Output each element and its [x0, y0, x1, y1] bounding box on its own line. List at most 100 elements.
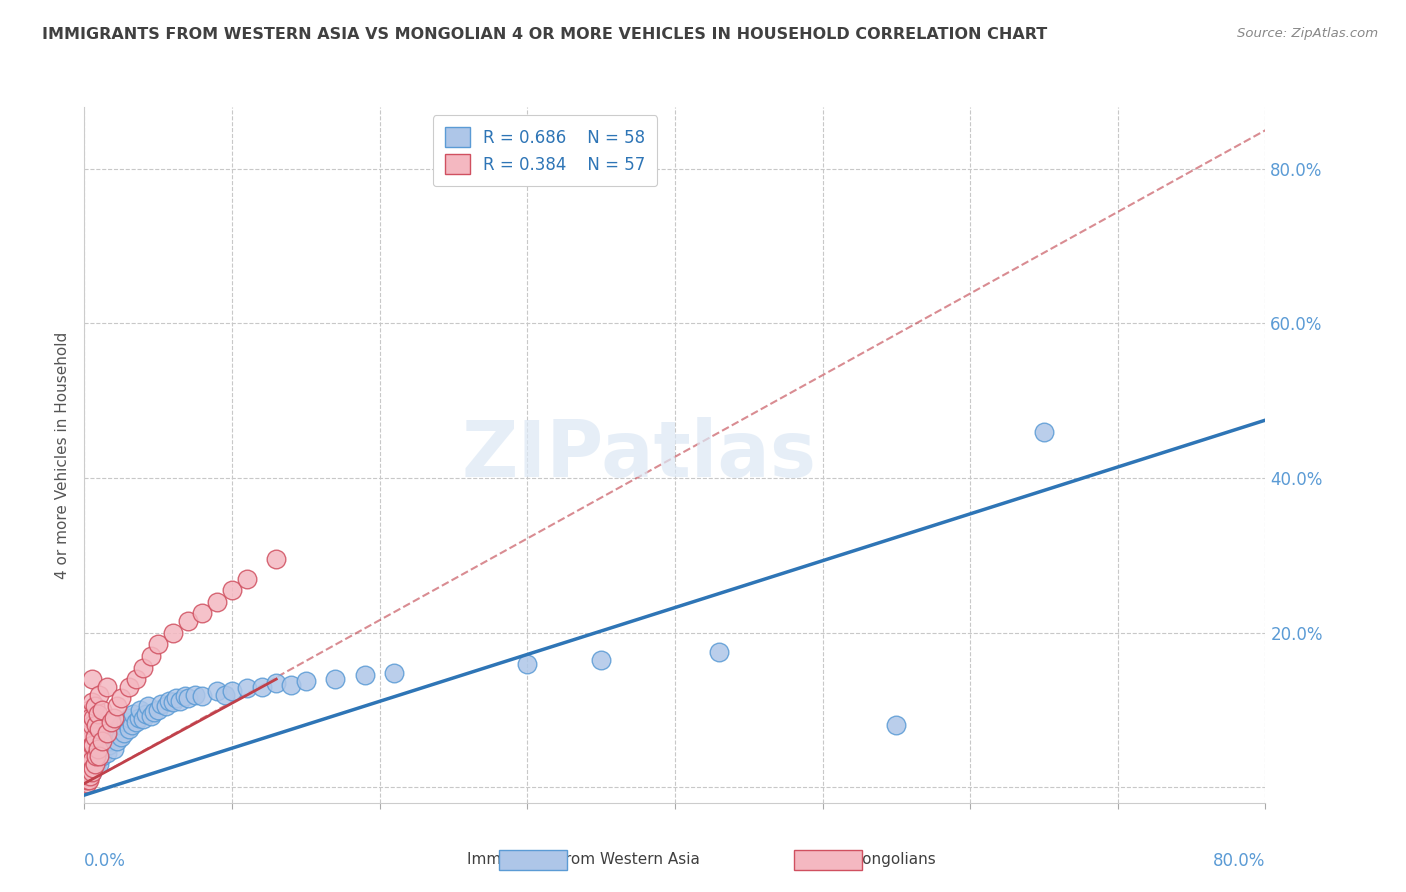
Point [221, 683, 243, 698]
Point [80, 764, 103, 779]
Point [96, 680, 118, 694]
Point [87, 741, 111, 756]
Legend: R = 0.686    N = 58, R = 0.384    N = 57: R = 0.686 N = 58, R = 0.384 N = 57 [433, 115, 657, 186]
Point [121, 718, 143, 732]
Point [77, 764, 100, 779]
Point [77, 703, 100, 717]
Point [103, 741, 125, 756]
Point [280, 678, 302, 692]
Point [157, 694, 180, 708]
Point [125, 714, 148, 729]
Point [112, 726, 135, 740]
Point [129, 703, 152, 717]
Point [162, 695, 184, 709]
Point [591, 653, 613, 667]
Point [79, 741, 101, 756]
Point [132, 712, 155, 726]
Point [96, 746, 118, 760]
Point [77, 741, 100, 756]
Point [86, 706, 108, 721]
Point [135, 706, 157, 721]
Point [114, 714, 136, 729]
Point [77, 718, 100, 732]
Point [76, 776, 98, 790]
Point [87, 757, 111, 772]
Text: Immigrants from Western Asia: Immigrants from Western Asia [467, 853, 700, 867]
Point [177, 691, 200, 706]
Text: 80.0%: 80.0% [1213, 852, 1265, 870]
Point [76, 772, 98, 787]
Point [84, 718, 107, 732]
Point [169, 694, 191, 708]
Point [110, 730, 132, 744]
Point [79, 769, 101, 783]
Point [82, 738, 104, 752]
Point [105, 734, 128, 748]
Point [76, 761, 98, 775]
Y-axis label: 4 or more Vehicles in Household: 4 or more Vehicles in Household [55, 331, 70, 579]
Point [235, 681, 259, 696]
Point [84, 758, 107, 772]
Point [91, 749, 114, 764]
Point [100, 734, 122, 748]
Point [173, 689, 195, 703]
Point [83, 730, 105, 744]
Point [76, 769, 98, 783]
Point [79, 726, 101, 740]
Point [148, 703, 170, 717]
Point [205, 683, 228, 698]
Point [382, 665, 406, 680]
Point [110, 691, 132, 706]
Point [118, 680, 141, 694]
Point [96, 730, 118, 744]
Point [264, 676, 288, 690]
Point [91, 703, 114, 717]
Point [80, 672, 103, 686]
Point [91, 734, 114, 748]
Point [107, 723, 129, 737]
Point [100, 714, 122, 729]
Point [80, 753, 103, 767]
Point [177, 614, 200, 628]
Point [128, 711, 150, 725]
Point [83, 757, 105, 772]
Point [191, 689, 214, 703]
Point [250, 680, 273, 694]
Point [516, 657, 538, 671]
Point [221, 583, 243, 598]
Point [87, 688, 111, 702]
Point [165, 691, 187, 706]
Text: ZIPatlas: ZIPatlas [463, 417, 817, 493]
Point [886, 718, 908, 732]
Point [79, 711, 101, 725]
Point [118, 711, 141, 725]
Point [139, 648, 162, 663]
Point [184, 688, 207, 702]
Point [354, 668, 377, 682]
Point [110, 718, 132, 732]
Text: Mongolians: Mongolians [849, 853, 936, 867]
Point [82, 711, 104, 725]
Point [77, 772, 100, 787]
Point [80, 718, 103, 732]
Point [77, 757, 100, 772]
Point [80, 738, 103, 752]
Point [323, 672, 347, 686]
Point [132, 660, 155, 674]
Point [77, 734, 100, 748]
Point [87, 723, 111, 737]
Point [77, 749, 100, 764]
Text: Source: ZipAtlas.com: Source: ZipAtlas.com [1237, 27, 1378, 40]
Point [709, 645, 731, 659]
Point [125, 672, 148, 686]
Point [80, 764, 103, 779]
Point [148, 637, 170, 651]
Point [83, 699, 105, 714]
Point [191, 607, 214, 621]
Point [235, 572, 259, 586]
Point [1032, 425, 1054, 439]
Point [136, 699, 159, 714]
Point [83, 753, 105, 767]
Point [105, 699, 128, 714]
Point [76, 764, 98, 779]
